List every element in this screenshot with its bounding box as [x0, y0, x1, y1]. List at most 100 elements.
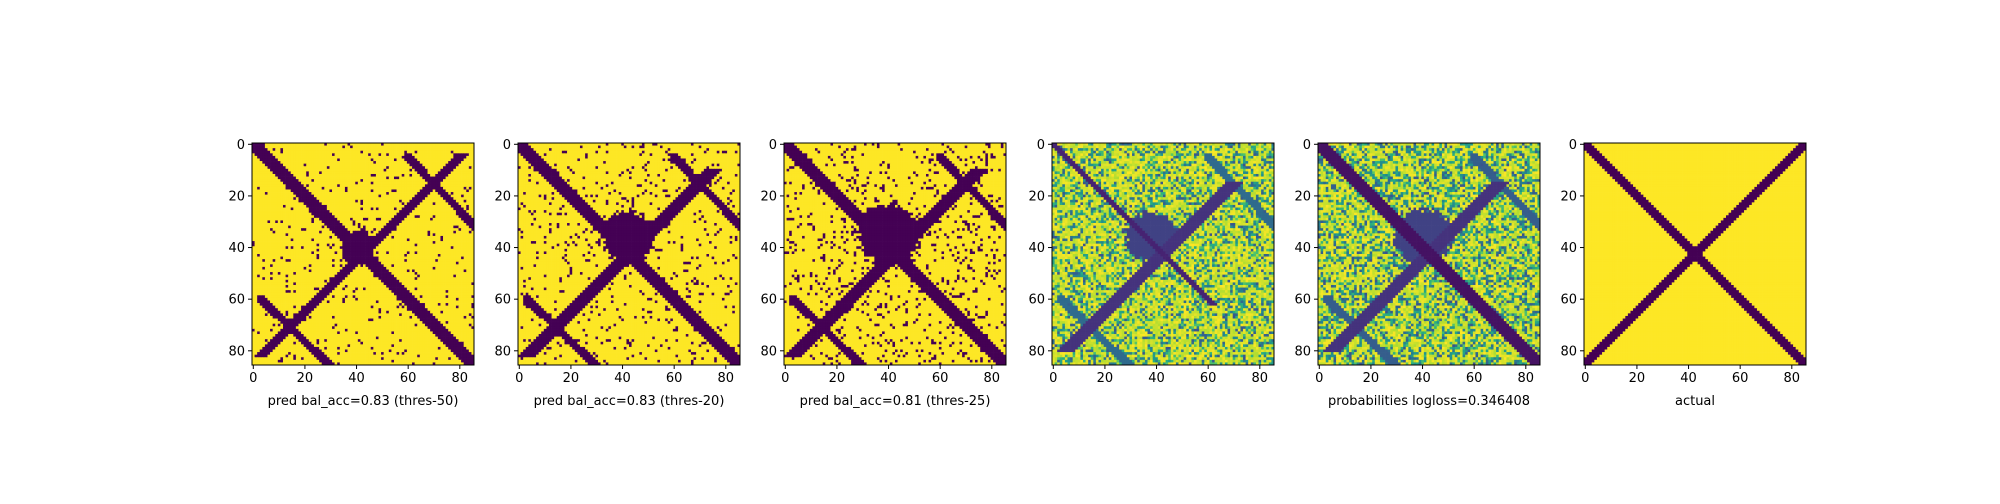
- heatmap-cell: [404, 282, 407, 285]
- heatmap-cell: [456, 187, 459, 190]
- heatmap-cell: [409, 210, 412, 213]
- heatmap-cell: [459, 148, 462, 151]
- heatmap-cell: [391, 195, 394, 198]
- heatmap-cell: [428, 254, 431, 257]
- heatmap-cell: [407, 192, 410, 195]
- heatmap-cell: [283, 166, 286, 169]
- heatmap-cell: [420, 182, 423, 185]
- heatmap-cell: [451, 233, 454, 236]
- heatmap-cell: [402, 239, 405, 242]
- heatmap-cell: [283, 202, 286, 205]
- heatmap-cell: [260, 208, 263, 211]
- heatmap-cell: [327, 275, 330, 278]
- heatmap-cell: [368, 233, 371, 236]
- heatmap-cell: [373, 184, 376, 187]
- heatmap-cell: [373, 277, 376, 280]
- heatmap-cell: [337, 182, 340, 185]
- heatmap-cell: [360, 148, 363, 151]
- heatmap-cell: [288, 226, 291, 229]
- heatmap-cell: [342, 223, 345, 226]
- heatmap-cell: [265, 246, 268, 249]
- heatmap-cell: [317, 239, 320, 242]
- heatmap-cell: [309, 166, 312, 169]
- heatmap-cell: [283, 251, 286, 254]
- heatmap-cell: [314, 254, 317, 257]
- heatmap-cell: [366, 148, 369, 151]
- heatmap-cell: [464, 213, 467, 216]
- heatmap-cell: [353, 254, 356, 257]
- heatmap-cell: [280, 187, 283, 190]
- heatmap-cell: [366, 202, 369, 205]
- heatmap-cell: [440, 200, 443, 203]
- heatmap-cell: [417, 171, 420, 174]
- heatmap-cell: [466, 161, 469, 164]
- heatmap-cell: [451, 236, 454, 239]
- heatmap-cell: [317, 187, 320, 190]
- heatmap-cell: [355, 156, 358, 159]
- heatmap-cell: [456, 257, 459, 260]
- heatmap-cell: [420, 213, 423, 216]
- heatmap-cell: [407, 177, 410, 180]
- heatmap-cell: [280, 228, 283, 231]
- heatmap-cell: [433, 213, 436, 216]
- heatmap-cell: [304, 164, 307, 167]
- heatmap-cell: [293, 166, 296, 169]
- heatmap-cell: [435, 254, 438, 257]
- heatmap-cell: [348, 169, 351, 172]
- heatmap-cell: [386, 269, 389, 272]
- heatmap-cell: [428, 205, 431, 208]
- heatmap-cell: [420, 148, 423, 151]
- heatmap-cell: [322, 156, 325, 159]
- heatmap-cell: [324, 169, 327, 172]
- heatmap-cell: [260, 282, 263, 285]
- heatmap-cell: [399, 282, 402, 285]
- heatmap-cell: [397, 200, 400, 203]
- heatmap-cell: [353, 161, 356, 164]
- heatmap-cell: [433, 208, 436, 211]
- heatmap-cell: [443, 280, 446, 283]
- heatmap-cell: [304, 174, 307, 177]
- heatmap-cell: [399, 179, 402, 182]
- heatmap-cell: [304, 184, 307, 187]
- heatmap-cell: [293, 264, 296, 267]
- heatmap-cell: [257, 192, 260, 195]
- heatmap-cell: [273, 262, 276, 265]
- heatmap-cell: [373, 197, 376, 200]
- heatmap-cell: [301, 174, 304, 177]
- heatmap-cell: [469, 169, 472, 172]
- heatmap-cell: [404, 257, 407, 260]
- heatmap-cell: [280, 151, 283, 154]
- heatmap-cell: [435, 205, 438, 208]
- heatmap-cell: [288, 208, 291, 211]
- heatmap-cell: [350, 177, 353, 180]
- heatmap-cell: [265, 197, 268, 200]
- heatmap-cell: [257, 146, 260, 149]
- heatmap-cell: [298, 254, 301, 257]
- heatmap-cell: [384, 210, 387, 213]
- heatmap-cell: [280, 166, 283, 169]
- heatmap-cell: [381, 254, 384, 257]
- heatmap-cell: [293, 269, 296, 272]
- heatmap-cell: [389, 169, 392, 172]
- heatmap-cell: [412, 277, 415, 280]
- heatmap-cell: [464, 215, 467, 218]
- heatmap-cell: [469, 153, 472, 156]
- heatmap-cell: [446, 169, 449, 172]
- heatmap-cell: [407, 174, 410, 177]
- heatmap-cell: [399, 231, 402, 234]
- heatmap-cell: [443, 228, 446, 231]
- heatmap-cell: [283, 210, 286, 213]
- heatmap-cell: [464, 210, 467, 213]
- heatmap-cell: [391, 231, 394, 234]
- heatmap-cell: [420, 241, 423, 244]
- heatmap-cell: [469, 174, 472, 177]
- heatmap-cell: [438, 246, 441, 249]
- heatmap-cell: [438, 148, 441, 151]
- heatmap-cell: [443, 277, 446, 280]
- heatmap-cell: [288, 264, 291, 267]
- heatmap-cell: [286, 166, 289, 169]
- heatmap-cell: [324, 246, 327, 249]
- heatmap-cell: [275, 231, 278, 234]
- heatmap-cell: [386, 208, 389, 211]
- heatmap-cell: [384, 228, 387, 231]
